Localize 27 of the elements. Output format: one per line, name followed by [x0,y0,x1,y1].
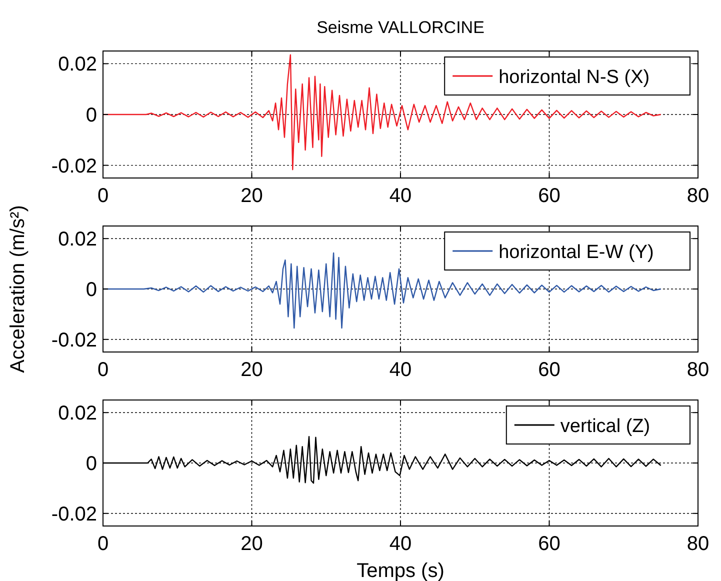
y-tick-label: 0 [86,104,97,126]
x-axis-title: Temps (s) [356,560,444,581]
x-tick-label: 60 [538,185,560,207]
legend-label: vertical (Z) [560,416,650,437]
y-tick-label: -0.02 [51,155,97,178]
y-tick-label: 0 [86,453,97,475]
x-tick-label: 20 [240,359,263,381]
y-tick-label: 0 [86,279,97,301]
x-tick-label: 60 [538,359,560,381]
y-axis-title: Acceleration (m/s²) [7,205,29,373]
legend-label: horizontal N-S (X) [498,67,650,88]
chart-title: Seisme VALLORCINE [316,18,484,37]
y-tick-label: 0.02 [58,228,97,251]
x-tick-label: 40 [389,185,412,207]
x-tick-label: 20 [240,533,263,555]
x-tick-label: 40 [389,359,412,381]
x-tick-label: 40 [389,533,412,555]
legend-label: horizontal E-W (Y) [498,242,654,263]
x-tick-label: 80 [686,185,710,207]
y-tick-label: 0.02 [58,402,97,425]
y-tick-label: -0.02 [51,503,97,526]
y-tick-label: -0.02 [51,329,97,352]
y-tick-label: 0.02 [58,54,97,76]
x-tick-label: 80 [686,533,710,555]
x-tick-label: 80 [686,359,710,381]
x-tick-label: 60 [538,533,560,555]
x-tick-label: 20 [240,185,263,207]
